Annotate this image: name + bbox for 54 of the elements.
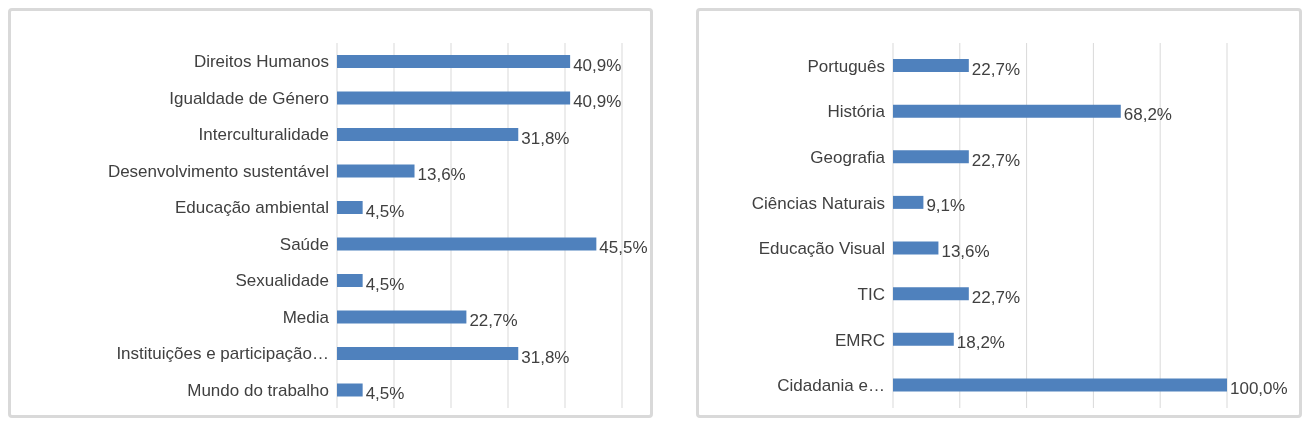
data-label: 18,2%: [956, 333, 1005, 353]
bar: [893, 104, 1121, 118]
y-tick-label: Igualdade de Género: [169, 88, 329, 108]
y-tick-label: Direitos Humanos: [193, 52, 329, 72]
y-tick-label: EMRC: [834, 330, 885, 350]
y-tick-label: Instituições e participação…: [116, 344, 329, 364]
data-label: 100,0%: [1230, 378, 1288, 398]
data-label: 4,5%: [365, 384, 405, 403]
bar: [337, 91, 571, 105]
data-label: 22,7%: [469, 311, 518, 330]
y-tick-label: Interculturalidade: [198, 125, 329, 145]
y-tick-label: Media: [282, 307, 330, 327]
y-tick-label: História: [827, 102, 886, 122]
data-label: 45,5%: [599, 238, 648, 257]
y-tick-label: Geografia: [810, 148, 886, 168]
bar: [337, 201, 363, 214]
data-label: 68,2%: [1123, 105, 1172, 125]
bar: [893, 378, 1227, 392]
bar: [337, 310, 467, 324]
bar: [893, 195, 924, 209]
y-tick-label: Cidadania e…: [777, 376, 885, 396]
y-tick-label: Ciências Naturais: [751, 193, 885, 213]
data-label: 31,8%: [521, 347, 570, 367]
bar: [893, 287, 969, 301]
data-label: 40,9%: [573, 92, 622, 111]
data-label: 22,7%: [971, 150, 1021, 170]
data-label: 13,6%: [941, 242, 990, 261]
data-label: 9,1%: [926, 196, 966, 216]
y-tick-label: Desenvolvimento sustentável: [107, 161, 329, 181]
data-label: 13,6%: [417, 165, 466, 184]
bar: [337, 55, 571, 68]
y-tick-label: Educação Visual: [758, 239, 885, 259]
data-label: 22,7%: [971, 59, 1021, 79]
bar: [337, 383, 363, 397]
y-tick-label: Mundo do trabalho: [187, 380, 329, 400]
bar: [337, 237, 597, 251]
bar: [893, 59, 969, 72]
y-tick-label: Educação ambiental: [174, 198, 329, 218]
y-tick-label: TIC: [857, 284, 885, 304]
y-tick-label: Sexualidade: [235, 271, 329, 291]
bar: [337, 128, 519, 141]
data-label: 22,7%: [971, 287, 1021, 307]
bar: [337, 347, 519, 360]
data-label: 4,5%: [365, 274, 405, 294]
data-label: 40,9%: [573, 55, 622, 75]
bar: [893, 150, 969, 164]
bar: [893, 332, 954, 346]
bar: [337, 274, 363, 287]
bar: [893, 241, 939, 255]
data-label: 31,8%: [521, 128, 570, 148]
y-tick-label: Saúde: [279, 234, 329, 254]
data-label: 4,5%: [365, 201, 405, 221]
y-tick-label: Português: [807, 56, 885, 76]
bar: [337, 164, 415, 178]
